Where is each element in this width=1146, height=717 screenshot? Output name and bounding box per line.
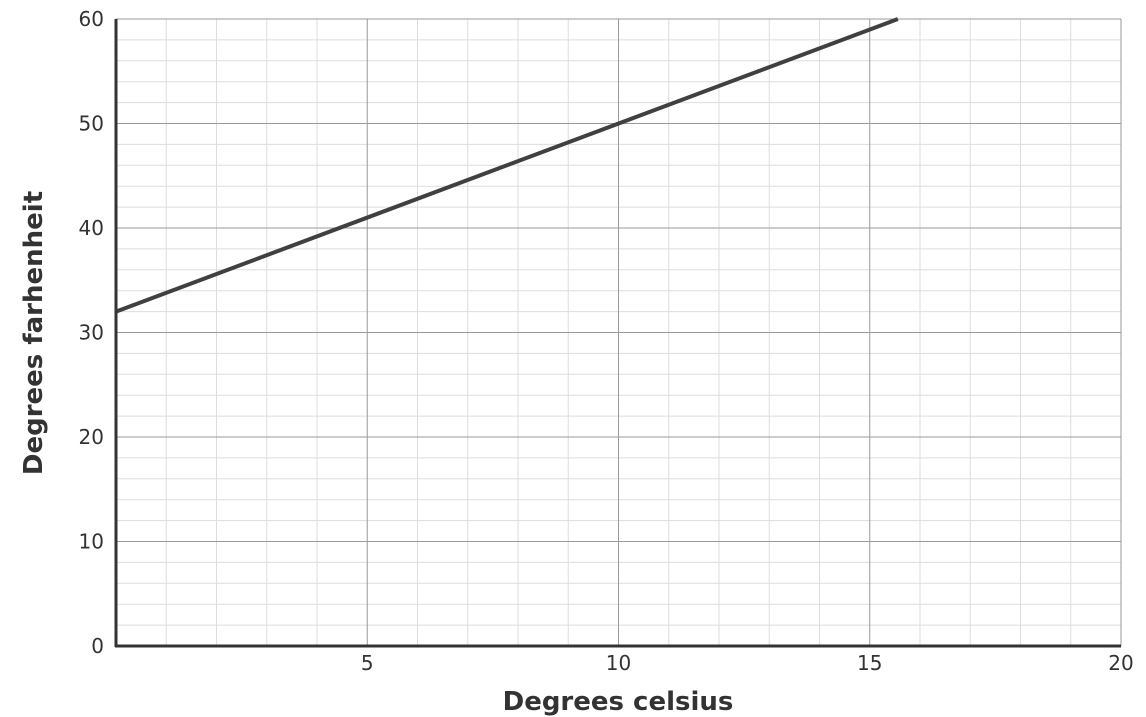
x-tick-label: 10 <box>606 651 631 675</box>
y-axis-title: Degrees farhenheit <box>19 191 49 475</box>
series-layer <box>115 17 899 314</box>
x-tick-labels: 5 10 15 20 <box>361 651 1134 675</box>
y-tick-label: 50 <box>79 112 104 136</box>
y-tick-label: 60 <box>79 7 104 31</box>
y-tick-label: 0 <box>91 634 104 658</box>
y-tick-label: 10 <box>79 530 104 554</box>
y-tick-label: 40 <box>79 216 104 240</box>
axes <box>114 19 1121 648</box>
y-tick-label: 20 <box>79 425 104 449</box>
series-line <box>115 17 899 314</box>
x-axis-title: Degrees celsius <box>503 687 734 717</box>
x-tick-label: 20 <box>1108 651 1133 675</box>
x-tick-label: 15 <box>857 651 882 675</box>
y-tick-labels: 0 10 20 30 40 50 60 <box>79 7 104 658</box>
x-tick-label: 5 <box>361 651 374 675</box>
y-tick-label: 30 <box>79 321 104 345</box>
